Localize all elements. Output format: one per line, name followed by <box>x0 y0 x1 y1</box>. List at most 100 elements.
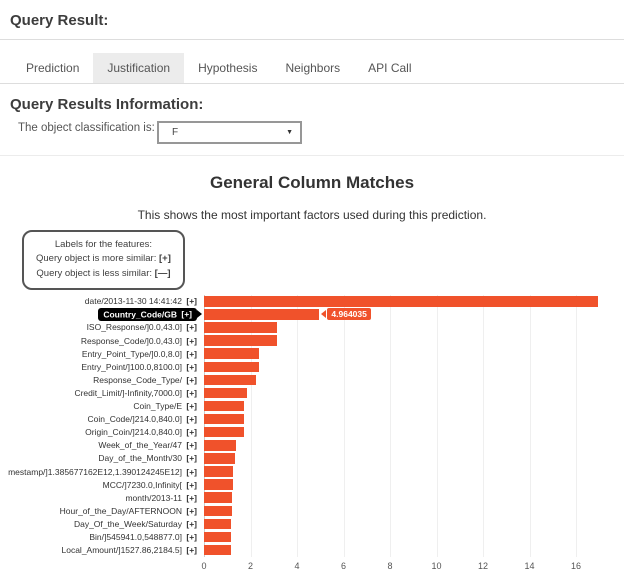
bar-label[interactable]: Day_Of_the_Week/Saturday [+] <box>73 518 197 529</box>
x-tick-label: 4 <box>294 560 300 571</box>
bar-label-cell: month/2013-11 [+] <box>0 493 204 503</box>
plus-marker-icon: [+] <box>186 374 197 385</box>
bar-label[interactable]: MCC/]7230.0,Infinity[ [+] <box>102 479 197 490</box>
bar-label[interactable]: mestamp/]1.385677162E12,1.390124245E12] … <box>8 466 197 477</box>
bar-label-cell: Response_Code/]0.0,43.0] [+] <box>0 336 204 346</box>
bar-label[interactable]: Entry_Point/]100.0,8100.0] [+] <box>81 361 197 372</box>
bar-row: date/2013-11-30 14:41:42 [+] <box>0 295 624 308</box>
plus-marker-icon: [+] <box>186 348 197 359</box>
bar[interactable] <box>204 453 236 464</box>
tab-neighbors[interactable]: Neighbors <box>285 61 341 75</box>
legend-less-similar: Query object is less similar: [—] <box>36 267 171 279</box>
bar[interactable] <box>204 335 278 346</box>
tab-api-call[interactable]: API Call <box>368 61 412 75</box>
bar-label-cell: Country_Code/GB [+] <box>0 307 204 321</box>
bar-value-tooltip: 4.964035 <box>327 308 371 321</box>
bar-label-cell: Bin/]545941.0,548877.0] [+] <box>0 532 204 542</box>
bar-label[interactable]: Coin_Code/]214.0,840.0] [+] <box>87 414 197 425</box>
bar[interactable] <box>204 413 245 425</box>
bar-row: Entry_Point/]100.0,8100.0] [+] <box>0 360 624 373</box>
bar-label-cell: Week_of_the_Year/47 [+] <box>0 440 204 450</box>
bar[interactable] <box>204 479 234 490</box>
x-gridline <box>529 294 531 557</box>
bar-row: mestamp/]1.385677162E12,1.390124245E12] … <box>0 465 624 478</box>
plus-marker-icon: [+] <box>159 253 171 265</box>
bar-label[interactable]: Hour_of_the_Day/AFTERNOON [+] <box>59 505 197 516</box>
bar-label[interactable]: ISO_Response/]0.0,43.0] [+] <box>86 322 197 333</box>
bar[interactable] <box>204 348 260 359</box>
classification-label: The object classification is: <box>18 122 155 134</box>
bar-label[interactable]: Credit_Limit/]-Infinity,7000.0] [+] <box>74 387 197 398</box>
bar-label[interactable]: Week_of_the_Year/47 [+] <box>98 440 197 451</box>
x-gridline <box>250 294 252 557</box>
plus-marker-icon: [+] <box>186 531 197 542</box>
bar[interactable] <box>204 492 232 503</box>
classification-select[interactable]: F ▼ <box>157 121 302 144</box>
bar-label[interactable]: month/2013-11 [+] <box>125 492 197 503</box>
bar-row: Response_Code_Type/ [+] <box>0 373 624 386</box>
bar-row: Origin_Coin/]214.0,840.0] [+] <box>0 426 624 439</box>
bar[interactable] <box>204 518 231 530</box>
legend-more-similar: Query object is more similar: [+] <box>36 253 171 265</box>
bar-label[interactable]: Day_of_the_Month/30 [+] <box>98 453 197 464</box>
bar-row: month/2013-11 [+] <box>0 491 624 504</box>
bar-track <box>204 518 624 530</box>
bar-track <box>204 348 624 359</box>
bar[interactable] <box>204 505 232 517</box>
plus-marker-icon: [+] <box>181 309 192 320</box>
bar[interactable] <box>204 374 257 386</box>
x-gridline <box>436 294 438 557</box>
bar-row: Bin/]545941.0,548877.0] [+] <box>0 530 624 543</box>
x-tick-label: 6 <box>340 560 346 571</box>
bar[interactable] <box>204 531 231 543</box>
bar-label[interactable]: Origin_Coin/]214.0,840.0] [+] <box>85 427 197 438</box>
x-gridline <box>204 294 205 557</box>
bar-row: Credit_Limit/]-Infinity,7000.0] [+] <box>0 386 624 399</box>
bar[interactable] <box>204 466 234 477</box>
bar-label[interactable]: Coin_Type/E [+] <box>133 401 197 412</box>
bar-label[interactable]: Bin/]545941.0,548877.0] [+] <box>89 531 197 542</box>
bar-row: Country_Code/GB [+] 4.964035 <box>0 307 624 321</box>
bar[interactable] <box>204 426 245 438</box>
bar-row: MCC/]7230.0,Infinity[ [+] <box>0 478 624 491</box>
tab-hypothesis[interactable]: Hypothesis <box>198 61 258 75</box>
x-gridline <box>343 294 345 557</box>
bar-label-cell: mestamp/]1.385677162E12,1.390124245E12] … <box>0 467 204 477</box>
bar-label-cell: Coin_Code/]214.0,840.0] [+] <box>0 414 204 424</box>
bar-label[interactable]: Entry_Point_Type/]0.0,8.0] [+] <box>81 348 197 359</box>
tab-justification[interactable]: Justification <box>93 53 185 83</box>
plus-marker-icon: [+] <box>186 427 197 438</box>
bar-track <box>204 479 624 490</box>
bar-label[interactable]: Local_Amount/]1527.86,2184.5] [+] <box>61 545 198 556</box>
bar-label[interactable]: Response_Code_Type/ [+] <box>93 374 197 385</box>
plus-marker-icon: [+] <box>186 322 197 333</box>
bar-label[interactable]: Response_Code/]0.0,43.0] [+] <box>80 335 197 346</box>
tab-prediction[interactable]: Prediction <box>26 61 80 75</box>
bar-label-highlighted[interactable]: Country_Code/GB [+] <box>98 307 197 321</box>
bar[interactable] <box>204 296 599 307</box>
bar[interactable] <box>204 322 277 333</box>
x-gridline <box>297 294 298 557</box>
bar-track <box>204 361 624 373</box>
bar-label-cell: date/2013-11-30 14:41:42 [+] <box>0 296 204 306</box>
plus-marker-icon: [+] <box>186 401 197 412</box>
chart-title: General Column Matches <box>209 173 415 192</box>
bar-track <box>204 335 624 346</box>
bar[interactable] <box>204 544 231 556</box>
bar[interactable] <box>204 440 237 451</box>
bar[interactable] <box>204 361 259 373</box>
plus-marker-icon: [+] <box>186 492 197 503</box>
bar-label-cell: Day_Of_the_Week/Saturday [+] <box>0 519 204 529</box>
bar-label[interactable]: date/2013-11-30 14:41:42 [+] <box>84 296 197 307</box>
bar-row: Response_Code/]0.0,43.0] [+] <box>0 334 624 347</box>
x-tick-label: 12 <box>477 560 488 571</box>
tab-bar: Prediction Justification Hypothesis Neig… <box>0 40 624 84</box>
bar-track: 4.964035 <box>204 308 624 321</box>
bar-label-cell: MCC/]7230.0,Infinity[ [+] <box>0 480 204 490</box>
bar[interactable] <box>204 387 247 399</box>
bar-label-cell: Origin_Coin/]214.0,840.0] [+] <box>0 427 204 437</box>
bar[interactable] <box>204 309 320 320</box>
section-title: Query Results Information: <box>10 96 204 113</box>
bar[interactable] <box>204 400 245 412</box>
bar-row: Local_Amount/]1527.86,2184.5] [+] <box>0 544 624 557</box>
